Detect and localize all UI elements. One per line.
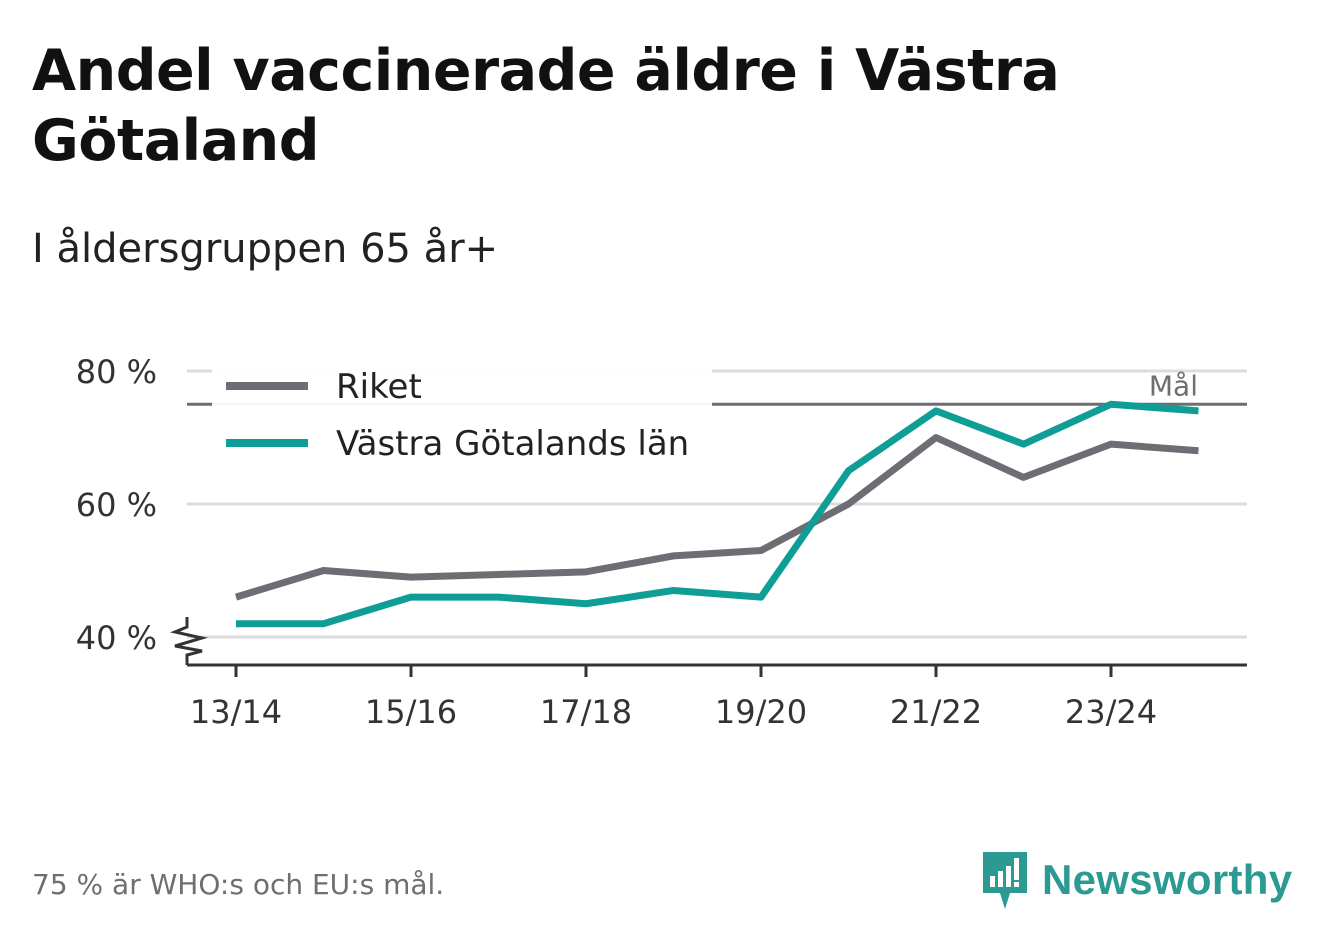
y-tick-label: 80 %	[76, 353, 157, 391]
series-lines	[234, 400, 1199, 628]
axis-break-icon	[170, 617, 208, 665]
axes: 40 % 60 % 80 % 13/14 15/16 17/18 19/20 21/22 23/…	[76, 353, 1247, 731]
legend: Riket Västra Götalands län	[212, 367, 712, 472]
series-line-riket	[234, 434, 1199, 601]
x-tick-label: 23/24	[1065, 693, 1157, 731]
y-tick-label: 60 %	[76, 486, 157, 524]
brand-name: Newsworthy	[1042, 856, 1293, 903]
y-tick-label: 40 %	[76, 619, 157, 657]
x-tick-label: 15/16	[365, 693, 457, 731]
x-tick-label: 21/22	[890, 693, 982, 731]
newsworthy-logo[interactable]: Newsworthy	[980, 848, 1292, 912]
legend-label: Västra Götalands län	[336, 424, 689, 464]
x-tick-label: 13/14	[190, 693, 282, 731]
footnote: 75 % är WHO:s och EU:s mål.	[32, 868, 445, 901]
series-line-vastra-gotaland	[236, 400, 1199, 628]
newsworthy-logo-icon	[983, 852, 1027, 909]
chart-subtitle: I åldersgruppen 65 år+	[32, 226, 499, 272]
x-tick-label: 19/20	[715, 693, 807, 731]
goal-label: Mål	[1149, 369, 1198, 402]
x-tick-label: 17/18	[540, 693, 632, 731]
chart-title: Andel vaccinerade äldre i Västra Götalan…	[32, 38, 1060, 174]
legend-label: Riket	[336, 367, 422, 407]
